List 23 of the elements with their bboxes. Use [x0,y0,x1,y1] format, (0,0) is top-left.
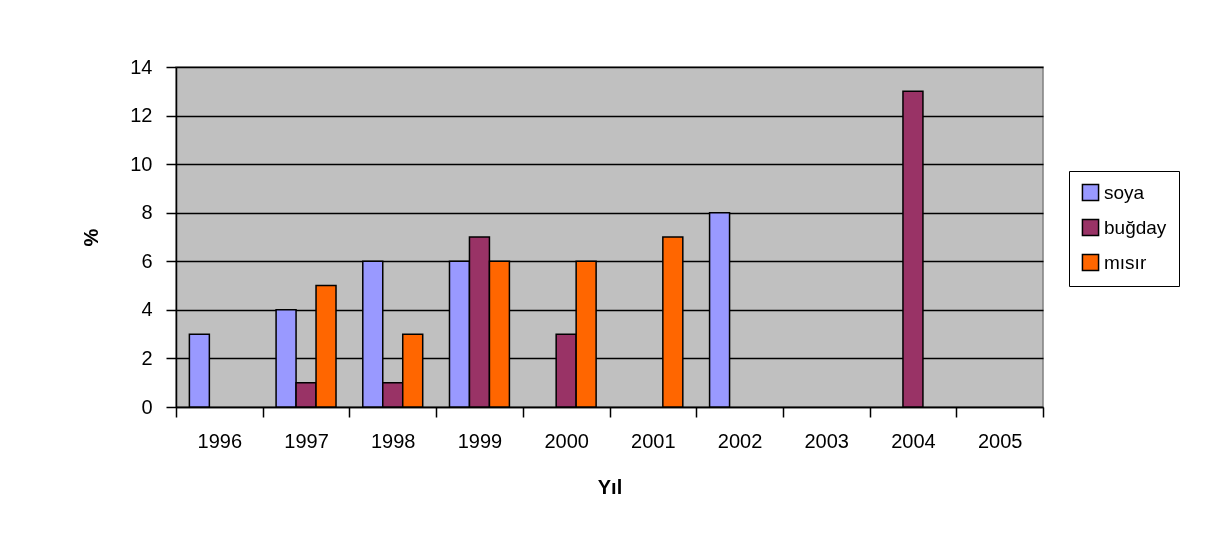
y-tick-label: 2 [141,346,153,369]
x-tick-label: 2003 [804,429,849,452]
x-tick-label: 1996 [197,429,243,452]
y-tick-label: 8 [141,201,153,224]
y-tick-label: 4 [141,298,153,321]
x-tick-label: 2002 [717,429,763,452]
x-tick-label: 1999 [457,429,503,452]
legend-label: soya [1104,181,1145,203]
x-axis-title: Yıl [597,475,623,498]
y-axis-title: % [80,228,103,247]
x-tick-label: 2000 [544,429,589,452]
x-tick-label: 2005 [977,429,1023,452]
y-tick-label: 0 [141,395,153,418]
y-tick-label: 10 [130,152,153,175]
y-tick-label: 6 [141,249,153,272]
x-tick-label: 1997 [284,429,329,452]
x-tick-label: 2001 [631,429,676,452]
x-tick-label: 2004 [891,429,936,452]
x-tick-label: 1998 [371,429,416,452]
y-tick-label: 12 [130,104,153,127]
legend-label: mısır [1104,251,1147,273]
legend-label: buğday [1104,216,1167,238]
y-tick-label: 14 [130,55,153,78]
